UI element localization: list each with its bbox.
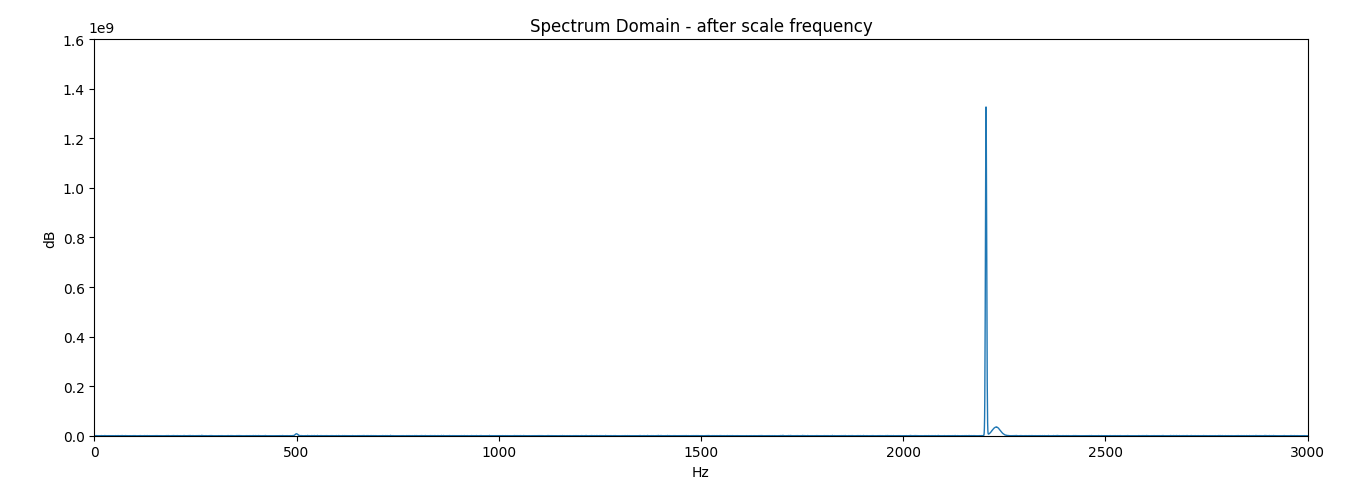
Y-axis label: dB: dB (43, 229, 57, 247)
Title: Spectrum Domain - after scale frequency: Spectrum Domain - after scale frequency (530, 18, 872, 36)
X-axis label: Hz: Hz (692, 465, 710, 479)
Text: 1e9: 1e9 (89, 22, 115, 36)
